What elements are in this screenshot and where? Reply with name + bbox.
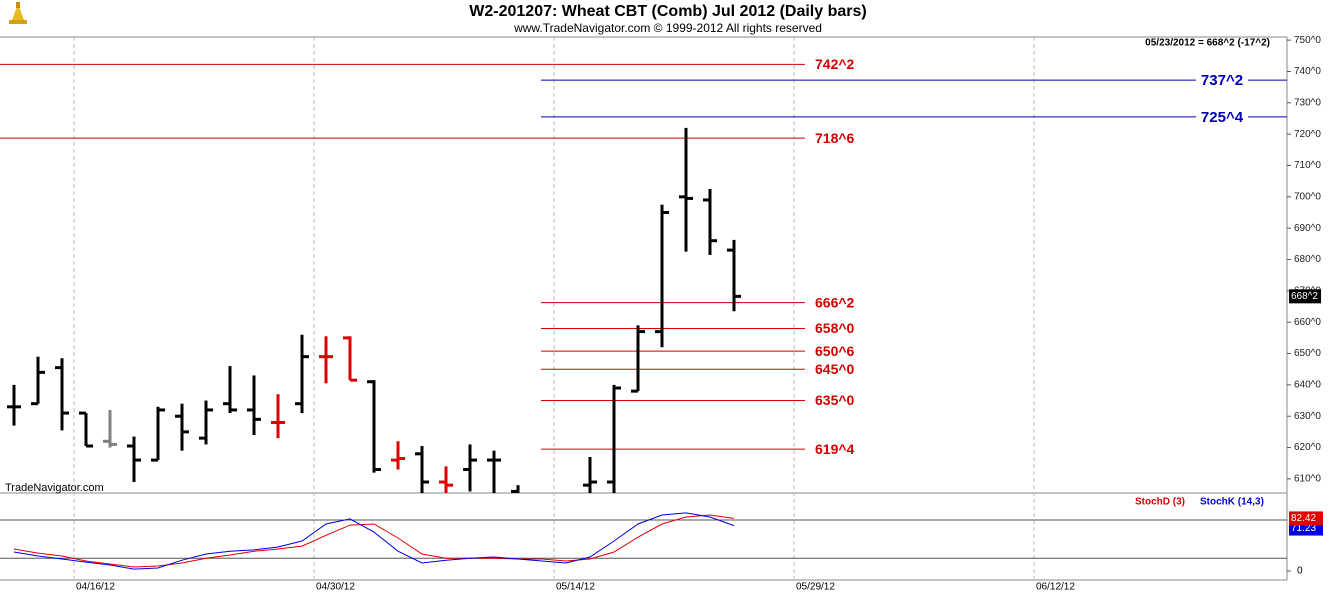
level-label: 718^6 bbox=[815, 130, 855, 146]
chart-subtitle: www.TradeNavigator.com © 1999-2012 All r… bbox=[513, 21, 822, 35]
x-tick-label: 04/16/12 bbox=[76, 582, 115, 593]
level-label: 725^4 bbox=[1201, 109, 1244, 126]
last-value-box bbox=[1289, 511, 1323, 526]
last-value-label: 71.23 bbox=[1291, 523, 1316, 534]
y-tick-label: 710^0 bbox=[1294, 160, 1321, 171]
level-label: 650^6 bbox=[815, 343, 855, 359]
y-tick-label: 740^0 bbox=[1294, 66, 1321, 77]
y-tick-label: 750^0 bbox=[1294, 35, 1321, 46]
y-tick-label: 0 bbox=[1297, 566, 1303, 577]
y-tick-label: 700^0 bbox=[1294, 191, 1321, 202]
y-tick-label: 690^0 bbox=[1294, 223, 1321, 234]
x-tick-label: 04/30/12 bbox=[316, 582, 355, 593]
status-text: 05/23/2012 = 668^2 (-17^2) bbox=[1145, 38, 1270, 49]
last-price-box bbox=[1289, 289, 1321, 304]
level-label: 737^2 bbox=[1201, 72, 1243, 89]
stoch-line bbox=[13, 514, 735, 568]
level-label: 658^0 bbox=[815, 320, 855, 336]
level-label: 666^2 bbox=[815, 294, 855, 310]
legend-entry: StochD (3) bbox=[1135, 497, 1185, 508]
level-label-bg bbox=[1196, 107, 1248, 126]
y-tick-label: 610^0 bbox=[1294, 474, 1321, 485]
level-label-bg bbox=[1196, 71, 1248, 90]
y-tick-label: 620^0 bbox=[1294, 442, 1321, 453]
logo bbox=[9, 2, 27, 24]
y-tick-label: 680^0 bbox=[1294, 254, 1321, 265]
y-tick-label: 630^0 bbox=[1294, 411, 1321, 422]
watermark: TradeNavigator.com bbox=[5, 482, 104, 494]
legend-entry: StochK (14,3) bbox=[1200, 497, 1264, 508]
last-value-label: 82.42 bbox=[1291, 513, 1316, 524]
level-label: 742^2 bbox=[815, 56, 855, 72]
x-tick-label: 06/12/12 bbox=[1036, 582, 1075, 593]
y-tick-label: 660^0 bbox=[1294, 317, 1321, 328]
level-label: 645^0 bbox=[815, 361, 855, 377]
level-label: 635^0 bbox=[815, 392, 855, 408]
stoch-line bbox=[13, 512, 735, 570]
y-tick-label: 720^0 bbox=[1294, 129, 1321, 140]
level-label: 619^4 bbox=[815, 441, 855, 457]
y-tick-label: 640^0 bbox=[1294, 380, 1321, 391]
x-tick-label: 05/29/12 bbox=[796, 582, 835, 593]
chart-title: W2-201207: Wheat CBT (Comb) Jul 2012 (Da… bbox=[469, 3, 866, 20]
y-tick-label: 730^0 bbox=[1294, 97, 1321, 108]
last-price-label: 668^2 bbox=[1291, 291, 1318, 302]
price-bars: 742^2 718^6 737^2 725^4 666^2 658^0 650^6 645^0… bbox=[0, 56, 1287, 493]
x-tick-label: 05/14/12 bbox=[556, 582, 595, 593]
y-tick-label: 650^0 bbox=[1294, 348, 1321, 359]
